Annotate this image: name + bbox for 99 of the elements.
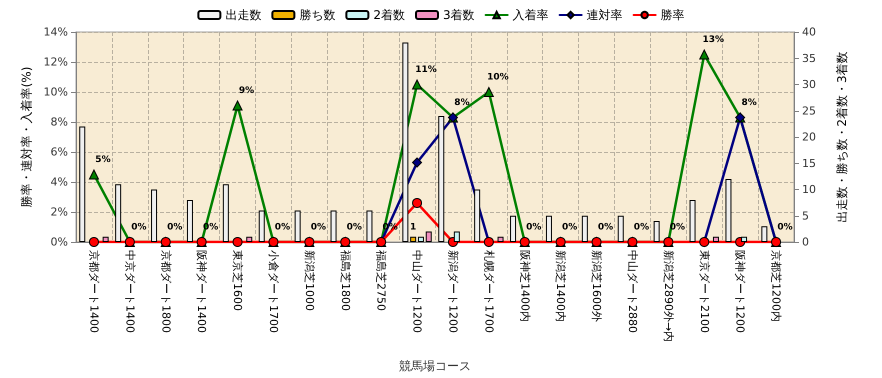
bar: [510, 216, 516, 242]
bar: [582, 216, 588, 242]
x-tick-label: 新潟芝1400内: [554, 250, 568, 322]
point: [699, 50, 710, 60]
data-label: 0%: [562, 222, 578, 232]
data-label: 5%: [95, 155, 111, 165]
x-tick-label: 阪神ダート1200: [734, 250, 747, 333]
bar: [102, 236, 109, 242]
x-tick-label: 中山ダート2880: [626, 250, 639, 333]
y2-tick-label: 10: [802, 183, 816, 196]
point: [412, 158, 422, 168]
y-tick-label: 12%: [44, 56, 68, 68]
x-tick-label: 小倉ダート1700: [266, 250, 280, 333]
bar: [258, 210, 265, 242]
y2-tick-label: 40: [802, 26, 816, 38]
bar: [330, 210, 337, 242]
point: [88, 237, 99, 247]
x-tick-label: 阪神ダート1400: [195, 250, 208, 333]
x-tick-label: 京都芝1200内: [770, 250, 783, 322]
point: [232, 237, 243, 247]
data-label: 0%: [167, 222, 182, 232]
x-tick-label: 東京ダート2100: [698, 250, 711, 333]
data-label: 0%: [598, 222, 614, 232]
x-tick-label: 京都ダート1800: [159, 250, 172, 333]
x-tick-label: 新潟芝1600外: [590, 250, 604, 322]
data-label: 0%: [131, 222, 146, 232]
legend-label: 勝ち数: [299, 8, 336, 22]
y2-tick-label: 20: [802, 130, 816, 144]
x-tick-label: 札幌ダート1700: [482, 250, 496, 333]
bar: [690, 200, 696, 242]
y2-tick-label: 30: [802, 78, 816, 91]
bar: [426, 232, 432, 242]
y2-axis-title: 出走数・勝ち数・2着数・3着数: [835, 51, 849, 223]
bar: [725, 179, 732, 242]
bar: [79, 126, 86, 242]
data-label: 0%: [634, 222, 650, 232]
bar: [438, 116, 444, 242]
x-tick-label: 京都ダート1400: [87, 250, 100, 333]
data-label: 10%: [487, 72, 509, 82]
y-tick-label: 4%: [50, 176, 68, 188]
bar: [115, 184, 122, 242]
bar: [366, 210, 372, 242]
y2-tick-label: 15: [802, 156, 816, 170]
point: [232, 100, 243, 110]
y-axis-title: 勝率・連対率・入着率(%): [20, 66, 34, 208]
point: [88, 170, 99, 180]
data-label: 11%: [415, 65, 437, 75]
y2-tick-label: 5: [802, 209, 809, 222]
point: [412, 198, 422, 208]
data-label: 0%: [346, 222, 362, 232]
bar: [294, 210, 301, 242]
y-tick-label: 0%: [50, 236, 68, 248]
x-tick-label: 福島芝2750: [374, 250, 388, 311]
bar: [222, 184, 229, 242]
x-tick-label: 中山ダート1200: [410, 250, 424, 333]
bar: [761, 226, 768, 242]
x-tick-label: 中京ダート1400: [123, 250, 136, 333]
y-tick-label: 8%: [50, 116, 68, 128]
bar: [618, 216, 624, 242]
bar: [546, 216, 552, 242]
legend-label: 勝率: [660, 8, 685, 22]
data-label: 13%: [702, 35, 724, 45]
bar: [474, 190, 480, 242]
y-tick-label: 2%: [50, 206, 68, 218]
bar: [418, 236, 424, 242]
bar: [654, 221, 660, 242]
data-label: 9%: [238, 86, 254, 96]
y2-tick-label: 35: [802, 52, 816, 65]
data-label: 8%: [454, 98, 470, 108]
legend-label: 3着数: [443, 8, 475, 22]
data-label: 0%: [310, 222, 326, 232]
x-tick-label: 東京芝1600: [231, 250, 244, 311]
x-tick-label: 新潟芝2890外→内: [662, 250, 675, 342]
y2-tick-label: 0: [802, 236, 809, 248]
y-tick-label: 6%: [50, 146, 68, 158]
x-tick-label: 新潟ダート1200: [446, 250, 460, 333]
data-label: 0%: [777, 222, 793, 232]
x-tick-label: 新潟芝1000: [302, 250, 316, 311]
y-tick-label: 14%: [44, 26, 68, 38]
y-tick-label: 10%: [44, 86, 68, 98]
data-label: 8%: [742, 98, 757, 108]
bar: [712, 236, 719, 242]
y2-tick-label: 25: [802, 104, 816, 118]
x-tick-label: 福島芝1800: [338, 250, 352, 311]
bar: [151, 190, 158, 242]
x-axis-title: 競馬場コース: [399, 359, 471, 373]
point: [484, 87, 494, 97]
point: [412, 80, 422, 90]
legend-label: 2着数: [373, 8, 406, 22]
legend-label: 入着率: [512, 8, 549, 22]
bar: [186, 200, 193, 242]
x-tick-label: 阪神芝1400内: [518, 250, 532, 322]
data-label: 1: [410, 222, 416, 232]
data-label: 0%: [274, 222, 290, 232]
bar: [498, 236, 504, 242]
data-label: 0%: [526, 222, 542, 232]
bar: [246, 236, 252, 242]
legend-label: 連対率: [586, 8, 623, 22]
legend-label: 出走数: [225, 8, 262, 22]
